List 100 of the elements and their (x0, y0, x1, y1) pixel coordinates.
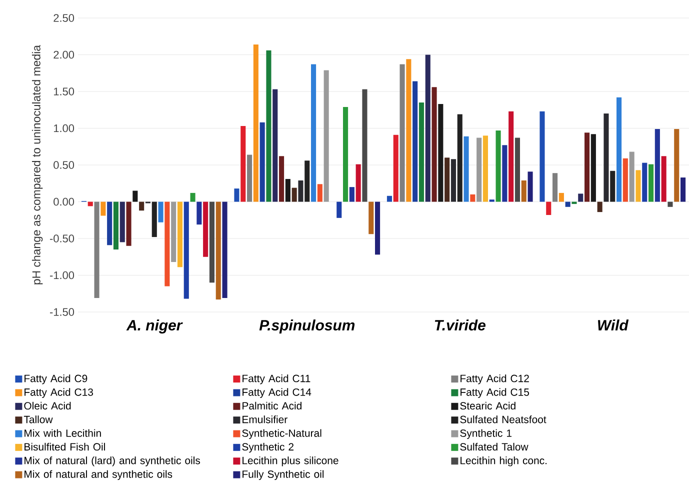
bar (502, 145, 508, 202)
legend-label: Sulfated Talow (460, 442, 528, 451)
bar (362, 89, 368, 202)
bar (412, 81, 418, 202)
bar (368, 202, 374, 234)
bar (139, 202, 144, 211)
bar (546, 202, 552, 215)
bar (418, 102, 424, 202)
legend-label: Emulsifier (242, 416, 288, 424)
bar (432, 87, 437, 202)
legend-label: Tallow (24, 416, 53, 424)
bar (482, 136, 488, 202)
y-tick-label: 2.50 (54, 14, 74, 22)
bar (450, 159, 456, 202)
legend-label: Palmitic Acid (242, 402, 302, 410)
legend-label: Bisulfited Fish Oil (24, 442, 105, 451)
bar (272, 89, 278, 202)
legend-label: Lecithin plus silicone (242, 456, 338, 466)
y-tick-label: -1.00 (50, 271, 74, 280)
bar (216, 202, 221, 300)
bar (470, 194, 476, 202)
y-tick-label: 2.00 (54, 50, 74, 59)
bar (184, 202, 189, 299)
bar (126, 202, 132, 246)
legend-label: Fatty Acid C9 (24, 374, 88, 384)
bar (343, 106, 348, 202)
bar (393, 134, 398, 202)
bar (444, 158, 450, 202)
bar (88, 202, 93, 206)
legend-label: Fatty Acid C12 (460, 374, 529, 384)
bar (565, 202, 570, 207)
bar (120, 202, 125, 242)
bar (464, 136, 469, 202)
bar (425, 54, 430, 202)
bar (164, 202, 170, 286)
bar (528, 172, 533, 202)
bar (616, 97, 622, 202)
bar (158, 202, 164, 222)
bar (190, 192, 196, 202)
bar (247, 154, 252, 202)
bar (356, 164, 361, 202)
bar (521, 180, 526, 202)
bar (171, 202, 176, 262)
bar (285, 178, 290, 202)
bar (311, 64, 316, 202)
bar (578, 194, 584, 202)
bar (107, 202, 112, 246)
bar (132, 190, 138, 202)
y-tick-label: -0.50 (50, 234, 74, 242)
bar (113, 202, 118, 250)
bar (668, 202, 673, 207)
bar (375, 202, 380, 255)
bar (196, 202, 202, 225)
bar (558, 192, 564, 202)
bar (260, 122, 265, 202)
bar (590, 134, 596, 202)
bar (514, 138, 520, 202)
bar (476, 138, 482, 202)
bar (400, 64, 405, 202)
bar (642, 162, 648, 202)
legend-label: Synthetic 1 (460, 429, 512, 439)
bar (349, 187, 354, 202)
y-tick-label: 0.00 (54, 198, 74, 206)
legend-label: Fully Synthetic oil (242, 470, 324, 480)
bar (292, 188, 297, 202)
bar (203, 202, 208, 257)
x-tick-label: T.viride (434, 320, 486, 331)
bar (552, 173, 558, 202)
y-tick-label: -1.50 (50, 308, 74, 316)
bar (406, 59, 412, 202)
bar (336, 202, 342, 218)
bar (674, 128, 680, 202)
legend-label: Fatty Acid C13 (24, 388, 93, 398)
bar (304, 160, 310, 202)
legend-label: Oleic Acid (24, 402, 71, 410)
bar (94, 202, 100, 298)
y-tick-label: 1.50 (54, 88, 74, 96)
bar (636, 170, 641, 202)
legend-label: Synthetic 2 (242, 442, 294, 453)
y-axis-title: pH change as compared to uninoculated media (32, 44, 43, 284)
bar (496, 130, 501, 202)
bar (680, 177, 686, 202)
legend-label: Fatty Acid C15 (460, 388, 530, 398)
legend-label: Fatty Acid C11 (242, 374, 310, 384)
legend-label: Sulfated Neatsfoot (460, 416, 546, 424)
legend-label: Mix of natural (lard) and synthetic oils (24, 456, 200, 466)
bar (654, 128, 660, 202)
bar (584, 132, 590, 202)
bar (209, 202, 214, 283)
x-tick-label: Wild (598, 320, 629, 331)
legend-label: Stearic Acid (460, 402, 516, 410)
bar (266, 50, 272, 202)
bar (152, 202, 157, 238)
bar (438, 104, 444, 202)
bar (457, 114, 462, 202)
bar (661, 156, 666, 202)
legend-label: Synthetic-Natural (242, 429, 322, 439)
bar (610, 170, 616, 202)
bar (597, 202, 602, 212)
bar (622, 158, 628, 202)
